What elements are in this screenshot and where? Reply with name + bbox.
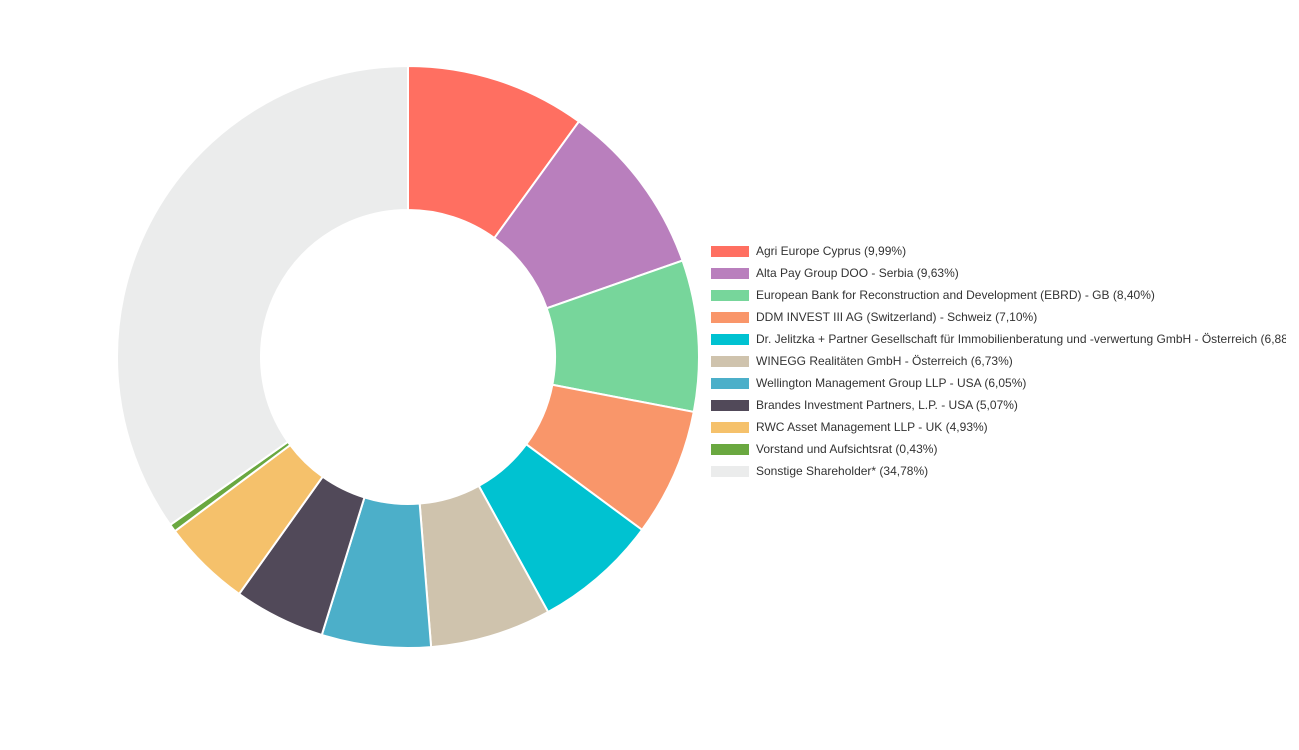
legend-item-8[interactable]: Brandes Investment Partners, L.P. - USA … <box>711 394 1286 416</box>
pie-slice-11[interactable] <box>116 64 409 527</box>
legend-swatch <box>711 245 749 257</box>
legend-label: Sonstige Shareholder* (34,78%) <box>756 464 929 478</box>
legend-item-4[interactable]: DDM INVEST III AG (Switzerland) - Schwei… <box>711 306 1286 328</box>
legend-label: Agri Europe Cyprus (9,99%) <box>756 244 907 258</box>
legend-label: RWC Asset Management LLP - UK (4,93%) <box>756 420 988 434</box>
legend-label: Alta Pay Group DOO - Serbia (9,63%) <box>756 266 959 280</box>
chart-legend: Agri Europe Cyprus (9,99%) Alta Pay Group… <box>711 240 1286 482</box>
legend-swatch <box>711 399 749 411</box>
legend-item-9[interactable]: RWC Asset Management LLP - UK (4,93%) <box>711 416 1286 438</box>
legend-swatch <box>711 267 749 279</box>
legend-swatch <box>711 465 749 477</box>
legend-swatch <box>711 311 749 323</box>
legend-label: WINEGG Realitäten GmbH - Österreich (6,7… <box>756 354 1013 368</box>
legend-swatch <box>711 355 749 367</box>
legend-item-3[interactable]: European Bank for Reconstruction and Dev… <box>711 284 1286 306</box>
legend-item-11[interactable]: Sonstige Shareholder* (34,78%) <box>711 460 1286 482</box>
legend-item-1[interactable]: Agri Europe Cyprus (9,99%) <box>711 240 1286 262</box>
legend-swatch <box>711 443 749 455</box>
legend-label: Brandes Investment Partners, L.P. - USA … <box>756 398 1018 412</box>
legend-label: European Bank for Reconstruction and Dev… <box>756 288 1155 302</box>
legend-label: Vorstand und Aufsichtsrat (0,43%) <box>756 442 938 456</box>
legend-label: Wellington Management Group LLP - USA (6… <box>756 376 1027 390</box>
legend-swatch <box>711 289 749 301</box>
legend-swatch <box>711 377 749 389</box>
legend-label: Dr. Jelitzka + Partner Gesellschaft für … <box>756 332 1286 346</box>
legend-label: DDM INVEST III AG (Switzerland) - Schwei… <box>756 310 1038 324</box>
legend-item-6[interactable]: WINEGG Realitäten GmbH - Österreich (6,7… <box>711 350 1286 372</box>
legend-item-2[interactable]: Alta Pay Group DOO - Serbia (9,63%) <box>711 262 1286 284</box>
legend-item-7[interactable]: Wellington Management Group LLP - USA (6… <box>711 372 1286 394</box>
legend-item-5[interactable]: Dr. Jelitzka + Partner Gesellschaft für … <box>711 328 1286 350</box>
donut-chart <box>116 64 700 649</box>
legend-item-10[interactable]: Vorstand und Aufsichtsrat (0,43%) <box>711 438 1286 460</box>
legend-swatch <box>711 333 749 345</box>
legend-swatch <box>711 421 749 433</box>
